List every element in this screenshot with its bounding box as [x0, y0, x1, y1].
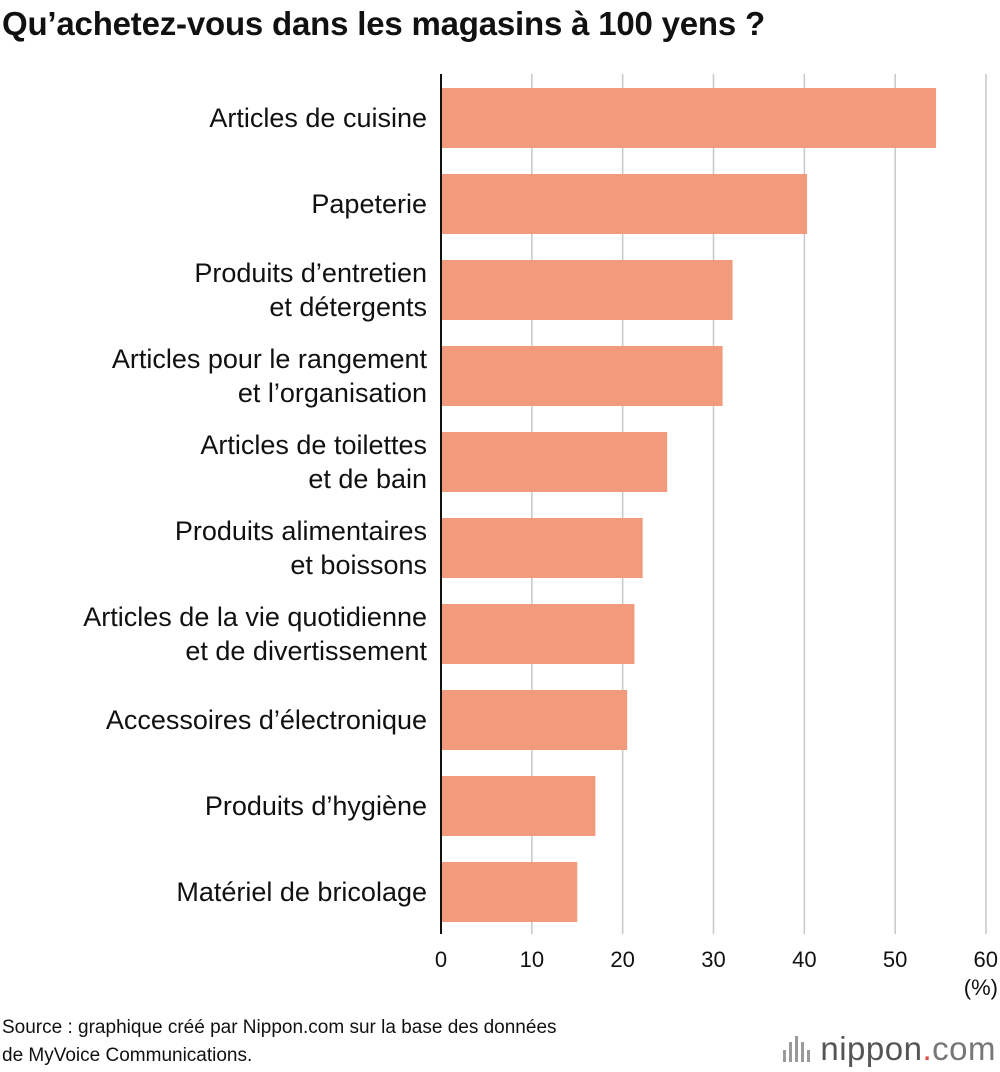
bar	[441, 88, 937, 148]
x-unit-label: (%)	[964, 975, 998, 1000]
x-tick-label: 30	[701, 947, 725, 972]
category-label: Articles pour le rangement	[112, 344, 428, 374]
category-label: et boissons	[290, 550, 427, 580]
chart-title: Qu’achetez-vous dans les magasins à 100 …	[2, 5, 765, 42]
logo-dot: .	[922, 1030, 933, 1067]
x-tick-label: 40	[792, 947, 816, 972]
x-tick-label: 20	[610, 947, 634, 972]
x-tick-label: 60	[974, 947, 998, 972]
nippon-logo[interactable]: nippon. com	[783, 1030, 996, 1068]
category-label: Produits d’entretien	[194, 258, 427, 288]
logo-tld: com	[932, 1030, 996, 1067]
source-line-2: de MyVoice Communications.	[2, 1045, 253, 1066]
category-label: Matériel de bricolage	[176, 877, 427, 907]
category-label: Articles de cuisine	[209, 103, 427, 133]
bar	[441, 776, 596, 836]
category-label: Produits alimentaires	[175, 516, 427, 546]
category-label: et de divertissement	[185, 636, 427, 666]
x-tick-label: 10	[520, 947, 544, 972]
category-label: Papeterie	[311, 189, 427, 219]
category-label: Articles de toilettes	[200, 430, 427, 460]
category-label: Articles de la vie quotidienne	[83, 602, 427, 632]
bar	[441, 862, 578, 922]
x-tick-label: 0	[435, 947, 447, 972]
category-label: Produits d’hygiène	[205, 791, 427, 821]
category-label: et détergents	[269, 292, 427, 322]
x-tick-label: 50	[883, 947, 907, 972]
source-note: Source : graphique créé par Nippon.com s…	[2, 1014, 557, 1070]
bar-chart: Articles de cuisine Papeterie Produits d’e…	[83, 74, 998, 1000]
category-label: et l’organisation	[238, 378, 427, 408]
bar	[441, 518, 643, 578]
category-label: Accessoires d’électronique	[106, 705, 427, 735]
bar	[441, 346, 723, 406]
source-line-1: Source : graphique créé par Nippon.com s…	[2, 1017, 557, 1038]
bar	[441, 604, 635, 664]
bar	[441, 260, 733, 320]
nippon-mark-icon	[783, 1036, 811, 1062]
bar	[441, 690, 628, 750]
bar	[441, 432, 668, 492]
category-label: et de bain	[308, 464, 427, 494]
logo-name: nippon	[820, 1030, 923, 1067]
bar	[441, 174, 808, 234]
